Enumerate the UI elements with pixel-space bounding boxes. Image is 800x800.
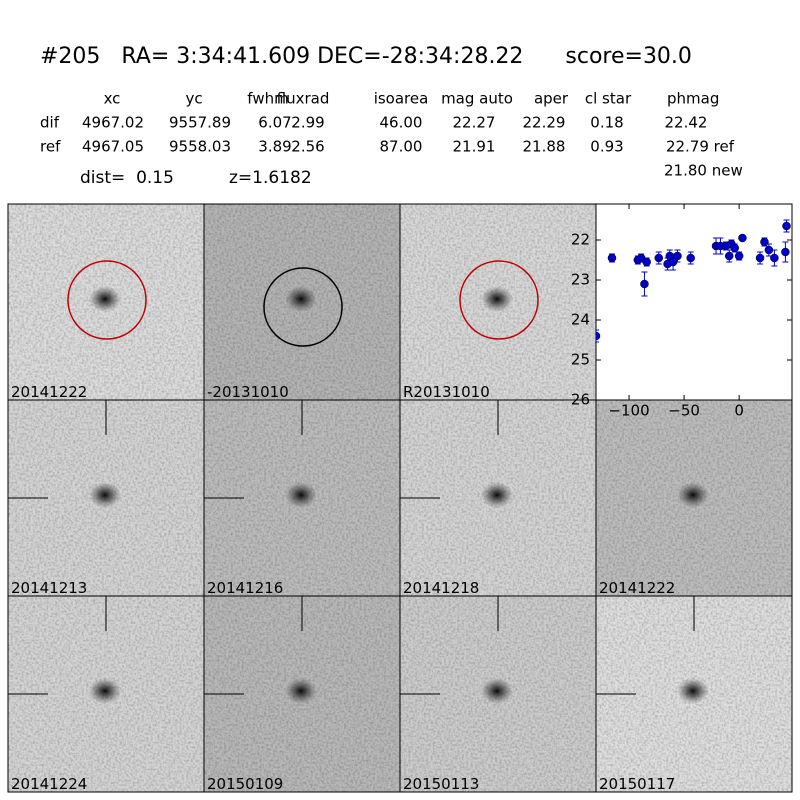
cell: 3.89 (258, 138, 291, 156)
source (89, 482, 121, 508)
aperture (459, 260, 539, 340)
point (596, 331, 601, 341)
column-header: phmag (667, 90, 719, 108)
cell: 87.00 (380, 138, 423, 156)
cell: 2.56 (291, 138, 324, 156)
point (738, 233, 747, 243)
point (760, 237, 769, 247)
stamp: 20141222 (595, 399, 793, 597)
cell: 0.18 (590, 114, 623, 132)
title: #205 RA= 3:34:41.609 DEC=-28:34:28.22 sc… (40, 44, 692, 69)
y-tick-label: 25 (571, 351, 590, 369)
point (673, 251, 682, 261)
stamp: -20131010 (203, 203, 401, 401)
stamp-label: 20141224 (11, 775, 87, 793)
column-header: isoarea (374, 90, 429, 108)
stamp-label: 20150117 (599, 775, 675, 793)
source (481, 286, 513, 312)
stamp: 20150113 (399, 595, 597, 793)
dist: dist= 0.15 (80, 168, 174, 188)
column-header: xc (104, 90, 121, 108)
cell: 22.29 (523, 114, 566, 132)
stamp: 20141218 (399, 399, 597, 597)
point (782, 221, 791, 231)
stamp: 20141222 (7, 203, 205, 401)
column-header: fluxrad (277, 90, 330, 108)
cell: 2.99 (291, 114, 324, 132)
y-tick-label: 24 (571, 311, 590, 329)
stamp-label: 20141218 (403, 579, 479, 597)
point (642, 257, 651, 267)
cell: 9558.03 (169, 138, 231, 156)
stamp-label: 20141216 (207, 579, 283, 597)
point (654, 253, 664, 263)
source (285, 678, 317, 704)
point (640, 279, 649, 289)
stamp-label: 20150109 (207, 775, 283, 793)
stamp: R20131010 (399, 203, 597, 401)
point (734, 251, 744, 261)
point (730, 243, 739, 253)
stamp-label: 20141213 (11, 579, 87, 597)
column-header: mag auto (441, 90, 513, 108)
stamp: 20141213 (7, 399, 205, 597)
source (481, 678, 513, 704)
y-tick-label: 22 (571, 231, 590, 249)
column-header: yc (185, 90, 202, 108)
point (607, 253, 617, 263)
redshift: z=1.6182 (229, 168, 312, 188)
source (285, 482, 317, 508)
point (755, 253, 765, 263)
stamp-label: 20141222 (599, 579, 675, 597)
source (677, 678, 709, 704)
cell: 0.93 (590, 138, 623, 156)
cell: 22.79 ref (666, 138, 735, 156)
cell: 22.42 (665, 114, 708, 132)
stamp: 20141216 (203, 399, 401, 597)
stamp: 20150117 (595, 595, 793, 793)
point (781, 247, 790, 257)
y-tick-label: 23 (571, 271, 590, 289)
row-label: dif (40, 114, 60, 132)
column-header: aper (534, 90, 569, 108)
source (285, 286, 317, 312)
cell: 9557.89 (169, 114, 231, 132)
stamp: 20141224 (7, 595, 205, 793)
stamp: 20150109 (203, 595, 401, 793)
cell: 4967.02 (82, 114, 144, 132)
stamp-label: -20131010 (207, 383, 289, 401)
column-header: fwhm (247, 90, 288, 108)
stamp-label: R20131010 (403, 383, 490, 401)
aperture (263, 267, 343, 347)
y-tick-label: 26 (571, 391, 590, 409)
x-tick-label: −100 (608, 402, 649, 420)
aperture (67, 260, 147, 340)
new-mag: 21.80 new (664, 162, 743, 180)
stamp-frame (595, 595, 793, 793)
plot-background (595, 203, 793, 401)
point (770, 253, 779, 263)
stamp-label: 20150113 (403, 775, 479, 793)
cell: 4967.05 (82, 138, 144, 156)
cell: 6.07 (258, 114, 291, 132)
cell: 46.00 (380, 114, 423, 132)
x-tick-label: −50 (668, 402, 700, 420)
source (481, 482, 513, 508)
cell: 22.27 (453, 114, 496, 132)
stamp-label: 20141222 (11, 383, 87, 401)
source (89, 678, 121, 704)
points (596, 219, 791, 343)
x-tick-label: 0 (734, 402, 744, 420)
column-header: cl star (585, 90, 632, 108)
cell: 21.91 (453, 138, 496, 156)
source (677, 482, 709, 508)
point (724, 251, 734, 261)
cell: 21.88 (523, 138, 566, 156)
row-label: ref (40, 138, 61, 156)
source (89, 286, 121, 312)
point (686, 253, 695, 263)
